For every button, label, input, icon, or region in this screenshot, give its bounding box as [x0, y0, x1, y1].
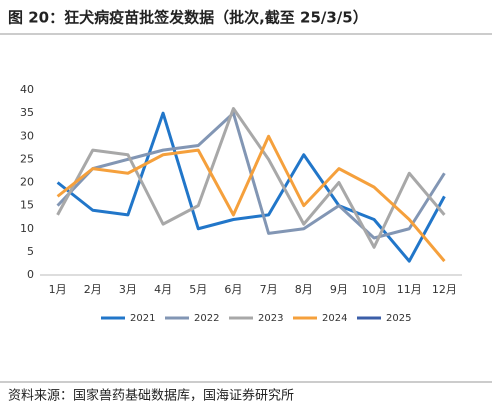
legend-label: 2025 — [386, 313, 411, 324]
legend-label: 2021 — [130, 313, 155, 324]
x-tick-label: 5月 — [189, 283, 207, 296]
y-tick-label: 5 — [27, 245, 34, 258]
x-tick-label: 12月 — [432, 283, 457, 296]
legend-label: 2023 — [258, 313, 283, 324]
series-line — [56, 107, 446, 249]
x-tick-label: 2月 — [84, 283, 102, 296]
x-tick-label: 9月 — [330, 283, 348, 296]
x-tick-label: 3月 — [119, 283, 137, 296]
series-line — [56, 111, 446, 263]
source: 资料来源：国家兽药基础数据库，国海证券研究所 — [8, 388, 294, 404]
legend-label: 2024 — [322, 313, 347, 324]
y-tick-label: 15 — [20, 199, 34, 212]
y-tick-label: 20 — [20, 176, 34, 189]
x-tick-label: 6月 — [224, 283, 242, 296]
y-tick-label: 25 — [20, 152, 34, 165]
y-tick-label: 40 — [20, 83, 34, 96]
series-line — [56, 134, 446, 263]
y-tick-label: 35 — [20, 106, 34, 119]
y-tick-label: 10 — [20, 222, 34, 235]
y-tick-label: 0 — [27, 268, 34, 281]
x-tick-label: 10月 — [362, 283, 387, 296]
legend-label: 2022 — [194, 313, 219, 324]
x-tick-label: 11月 — [397, 283, 422, 296]
chart-title: 图 20：狂犬病疫苗批签发数据（批次,截至 25/3/5） — [8, 9, 368, 27]
y-tick-label: 30 — [20, 129, 34, 142]
x-tick-label: 1月 — [49, 283, 67, 296]
x-tick-label: 8月 — [295, 283, 313, 296]
x-tick-label: 4月 — [154, 283, 172, 296]
x-tick-label: 7月 — [260, 283, 278, 296]
